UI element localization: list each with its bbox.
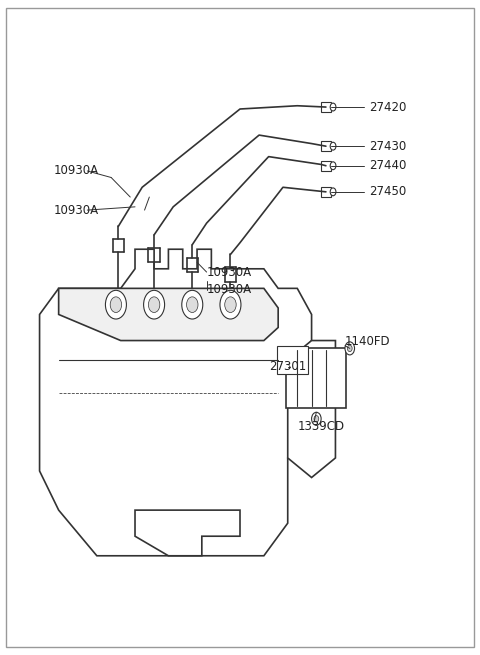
Text: 1140FD: 1140FD [345, 335, 391, 348]
Circle shape [330, 142, 336, 150]
Text: 27420: 27420 [369, 101, 406, 113]
FancyBboxPatch shape [286, 348, 347, 407]
Text: 27430: 27430 [369, 140, 406, 153]
Circle shape [144, 290, 165, 319]
Polygon shape [39, 250, 312, 556]
Text: 10930A: 10930A [54, 204, 99, 217]
Circle shape [225, 297, 236, 312]
Circle shape [220, 290, 241, 319]
Circle shape [312, 412, 321, 425]
Circle shape [314, 415, 319, 422]
Circle shape [330, 162, 336, 170]
FancyBboxPatch shape [321, 102, 331, 112]
Circle shape [330, 103, 336, 111]
FancyBboxPatch shape [321, 141, 331, 151]
FancyBboxPatch shape [277, 346, 308, 375]
Text: 27301: 27301 [269, 360, 306, 373]
Text: 27440: 27440 [369, 159, 406, 172]
FancyBboxPatch shape [321, 160, 331, 171]
Polygon shape [59, 288, 278, 341]
Circle shape [182, 290, 203, 319]
Circle shape [330, 188, 336, 196]
Text: 10930A: 10930A [206, 283, 252, 296]
Circle shape [187, 297, 198, 312]
Text: 27450: 27450 [369, 185, 406, 198]
FancyBboxPatch shape [321, 187, 331, 197]
Polygon shape [288, 341, 336, 477]
Circle shape [345, 342, 355, 355]
Circle shape [348, 345, 352, 352]
Circle shape [148, 297, 160, 312]
Text: 1339CD: 1339CD [297, 420, 344, 433]
Circle shape [110, 297, 121, 312]
Text: 10930A: 10930A [206, 265, 252, 278]
Text: 10930A: 10930A [54, 164, 99, 178]
Circle shape [106, 290, 126, 319]
Polygon shape [135, 510, 240, 556]
